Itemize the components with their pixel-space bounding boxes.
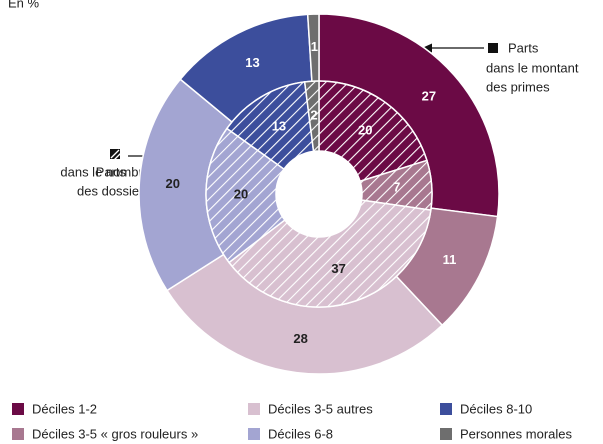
data-label: 28 bbox=[293, 331, 307, 346]
data-label: 13 bbox=[245, 55, 259, 70]
annotation-line: dans le nombre bbox=[60, 164, 150, 179]
outer-annotation: Parts dans le montant des primes bbox=[422, 40, 579, 94]
data-label: 2 bbox=[310, 108, 317, 123]
legend-label: Déciles 1-2 bbox=[32, 401, 97, 416]
legend-label: Déciles 3-5 « gros rouleurs » bbox=[32, 426, 198, 441]
legend-label: Déciles 3-5 autres bbox=[268, 401, 373, 416]
data-label: 13 bbox=[272, 119, 286, 134]
chart-title: En % bbox=[8, 0, 40, 10]
ring-segment bbox=[205, 127, 286, 264]
data-label: 27 bbox=[422, 89, 436, 104]
data-label: 20 bbox=[358, 123, 372, 138]
arrowhead bbox=[422, 43, 432, 53]
annotation-line: des dossiers bbox=[77, 183, 150, 198]
annotation-line: Parts bbox=[96, 164, 127, 179]
legend-swatch bbox=[248, 403, 260, 415]
ring-segment bbox=[303, 80, 320, 153]
legend-label: Déciles 6-8 bbox=[268, 426, 333, 441]
data-label: 7 bbox=[393, 179, 400, 194]
legend-swatch bbox=[440, 428, 452, 440]
annotation-line: Parts bbox=[508, 40, 539, 55]
annotation-line: dans le montant bbox=[486, 60, 579, 75]
legend-swatch bbox=[12, 403, 24, 415]
icon-hatch bbox=[110, 149, 120, 159]
legend-swatch bbox=[12, 428, 24, 440]
data-label: 1 bbox=[311, 39, 318, 54]
icon-hatch bbox=[113, 152, 122, 161]
ring-segment bbox=[228, 199, 432, 308]
annotation-line: des primes bbox=[486, 79, 550, 94]
legend-label: Déciles 8-10 bbox=[460, 401, 532, 416]
legend-label: Personnes morales bbox=[460, 426, 572, 441]
data-label: 20 bbox=[166, 176, 180, 191]
legend-swatch bbox=[248, 428, 260, 440]
ring-segment bbox=[318, 80, 428, 183]
data-label: 11 bbox=[443, 252, 457, 267]
data-label: 20 bbox=[234, 187, 248, 202]
legend-swatch bbox=[440, 403, 452, 415]
data-label: 37 bbox=[331, 261, 345, 276]
outer-icon bbox=[488, 43, 498, 53]
